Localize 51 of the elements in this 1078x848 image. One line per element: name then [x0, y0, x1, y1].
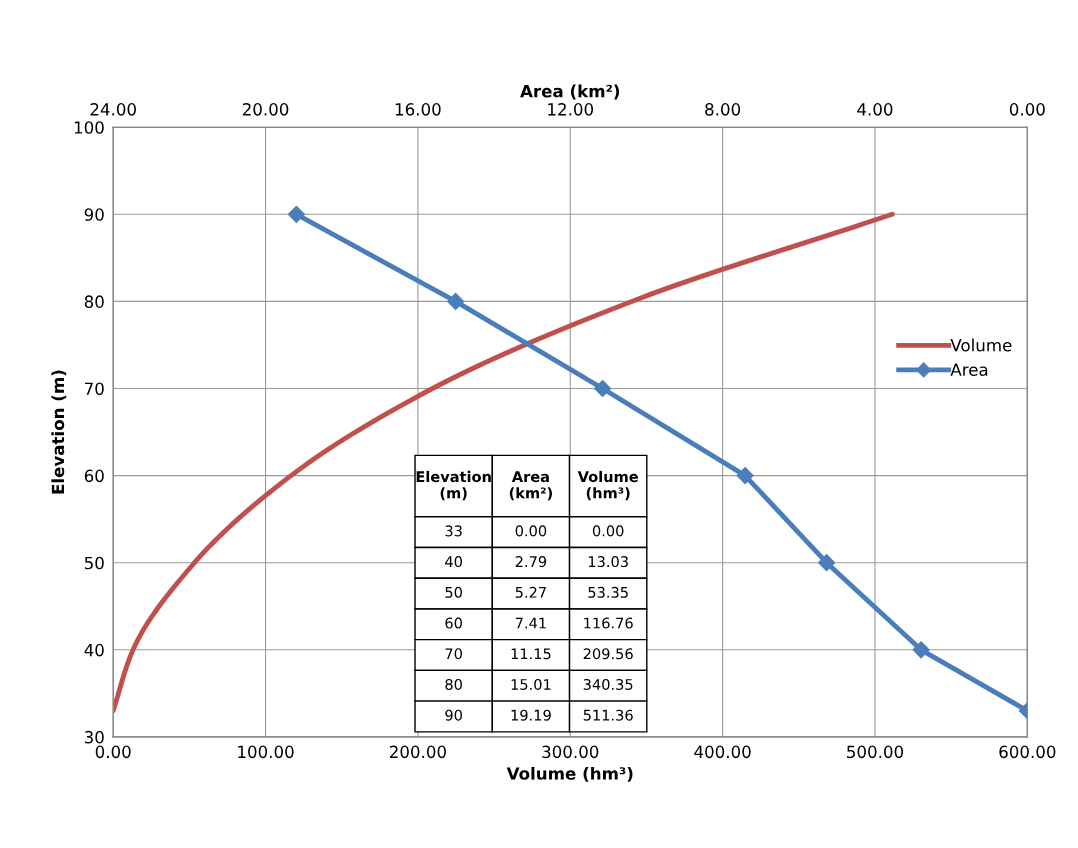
x-tick-label: 100.00: [238, 745, 294, 759]
annotation: 33: [445, 525, 462, 537]
x2-tick-label: 8.00: [705, 103, 741, 116]
y-tick-label: 90: [84, 208, 104, 221]
y-tick-label: 100: [74, 121, 104, 134]
y-tick-label: 50: [84, 556, 104, 570]
category-label: Volume (hm³): [577, 470, 638, 501]
annotation: 11.15: [511, 648, 551, 660]
annotation: 7.41: [515, 617, 546, 629]
legend-label: Area: [950, 363, 988, 376]
annotation: 5.27: [515, 586, 546, 598]
annotation: 53.35: [588, 586, 628, 598]
x-tick-label: 0.00: [95, 745, 131, 759]
annotation: 50: [445, 586, 462, 598]
annotation: 90: [445, 709, 462, 721]
x2-tick-label: 16.00: [395, 103, 441, 116]
category-label: Elevation (m): [416, 470, 491, 501]
x2-tick-label: 4.00: [857, 103, 893, 116]
annotation: 80: [445, 678, 462, 690]
x2-tick-label: 20.00: [242, 103, 289, 116]
category-label: Area (km²): [509, 471, 552, 501]
annotation: 2.79: [515, 556, 547, 568]
legend-label: Volume: [950, 338, 1012, 352]
x-axis-title: Volume (hm³): [506, 766, 633, 782]
x2-axis-title: Area (km²): [520, 84, 620, 100]
annotation: 70: [445, 648, 462, 660]
x2-tick-label: 0.00: [1009, 103, 1045, 116]
annotation: 511.36: [583, 709, 633, 721]
y-tick-label: 40: [84, 643, 104, 657]
y-tick-label: 70: [85, 382, 104, 396]
y-tick-label: 80: [84, 295, 104, 308]
annotation: 340.35: [583, 678, 633, 690]
x-tick-label: 300.00: [542, 745, 599, 759]
annotation: 209.56: [583, 648, 633, 660]
x-tick-label: 400.00: [694, 745, 751, 759]
x-tick-label: 600.00: [999, 745, 1056, 759]
y-axis-title: Elevation (m): [51, 370, 67, 494]
annotation: 0.00: [592, 525, 624, 537]
annotation: 15.01: [511, 678, 551, 690]
x2-tick-label: 24.00: [90, 103, 136, 116]
y-tick-label: 60: [84, 469, 104, 483]
y-tick-label: 30: [84, 730, 104, 744]
annotation: 60: [445, 617, 462, 629]
x-tick-label: 500.00: [847, 745, 904, 759]
annotation: 0.00: [515, 525, 547, 537]
x2-tick-label: 12.00: [548, 103, 594, 116]
annotation: 13.03: [588, 556, 628, 568]
x-tick-label: 200.00: [389, 745, 446, 759]
annotation: 116.76: [584, 617, 633, 629]
annotation: 40: [445, 556, 462, 568]
annotation: 19.19: [511, 709, 551, 721]
